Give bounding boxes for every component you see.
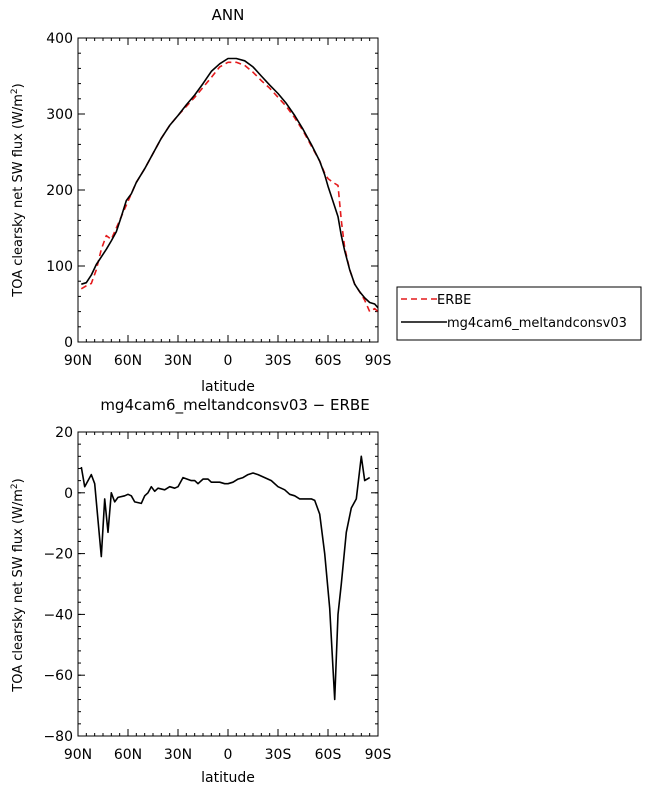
series-lines xyxy=(80,455,371,701)
flux-line-chart: ANN latitude TOA clearsky net SW flux (W… xyxy=(10,6,642,395)
x-tick-label: 60N xyxy=(114,353,142,369)
axis-ticks: 90N 60N 30N 0 30S 60S 90S −80 −60 −40 −20 0 20 xyxy=(43,425,391,763)
y-tick-label: 200 xyxy=(46,183,73,199)
y-tick-label: 20 xyxy=(55,425,73,441)
series-line-mg4cam6-meltandconsv03 xyxy=(81,57,379,309)
legend-label-erbe: ERBE xyxy=(437,293,471,308)
x-axis-label: latitude xyxy=(201,770,255,786)
x-tick-label: 60N xyxy=(114,747,142,763)
chart-title: mg4cam6_meltandconsv03 − ERBE xyxy=(100,396,369,415)
plot-frame xyxy=(77,37,379,343)
series-line-erbe xyxy=(80,61,379,313)
y-tick-label: 100 xyxy=(46,259,73,275)
x-tick-label: 30N xyxy=(164,747,192,763)
x-tick-label: 30S xyxy=(265,353,292,369)
chart-title: ANN xyxy=(212,6,245,24)
y-tick-label: 400 xyxy=(46,31,73,47)
x-tick-label: 0 xyxy=(224,747,233,763)
x-tick-label: 30S xyxy=(265,747,292,763)
difference-line-chart: mg4cam6_meltandconsv03 − ERBE latitude T… xyxy=(10,396,391,786)
legend-box xyxy=(396,286,642,341)
plot-frame xyxy=(77,431,379,737)
x-tick-label: 0 xyxy=(224,353,233,369)
y-tick-label: −60 xyxy=(43,668,73,684)
x-tick-label: 90N xyxy=(64,353,92,369)
y-axis-label: TOA clearsky net SW flux (W/m2) xyxy=(10,83,26,297)
series-line-difference xyxy=(80,455,371,701)
y-tick-label: −80 xyxy=(43,729,73,745)
legend: ERBE mg4cam6_meltandconsv03 xyxy=(396,286,642,341)
y-tick-label: 0 xyxy=(64,486,73,502)
y-tick-label: 300 xyxy=(46,107,73,123)
y-tick-label: −20 xyxy=(43,547,73,563)
x-tick-label: 90S xyxy=(365,747,392,763)
y-axis-label: TOA clearsky net SW flux (W/m2) xyxy=(10,478,26,692)
series-lines xyxy=(80,57,379,313)
x-tick-label: 90S xyxy=(365,353,392,369)
y-tick-label: −40 xyxy=(43,607,73,623)
axis-ticks: 90N 60N 30N 0 30S 60S 90S 0 100 200 300 400 xyxy=(46,31,391,369)
legend-label-model: mg4cam6_meltandconsv03 xyxy=(447,316,627,331)
x-tick-label: 60S xyxy=(315,747,342,763)
y-tick-label: 0 xyxy=(64,335,73,351)
x-tick-label: 30N xyxy=(164,353,192,369)
x-tick-label: 60S xyxy=(315,353,342,369)
x-tick-label: 90N xyxy=(64,747,92,763)
x-axis-label: latitude xyxy=(201,379,255,395)
